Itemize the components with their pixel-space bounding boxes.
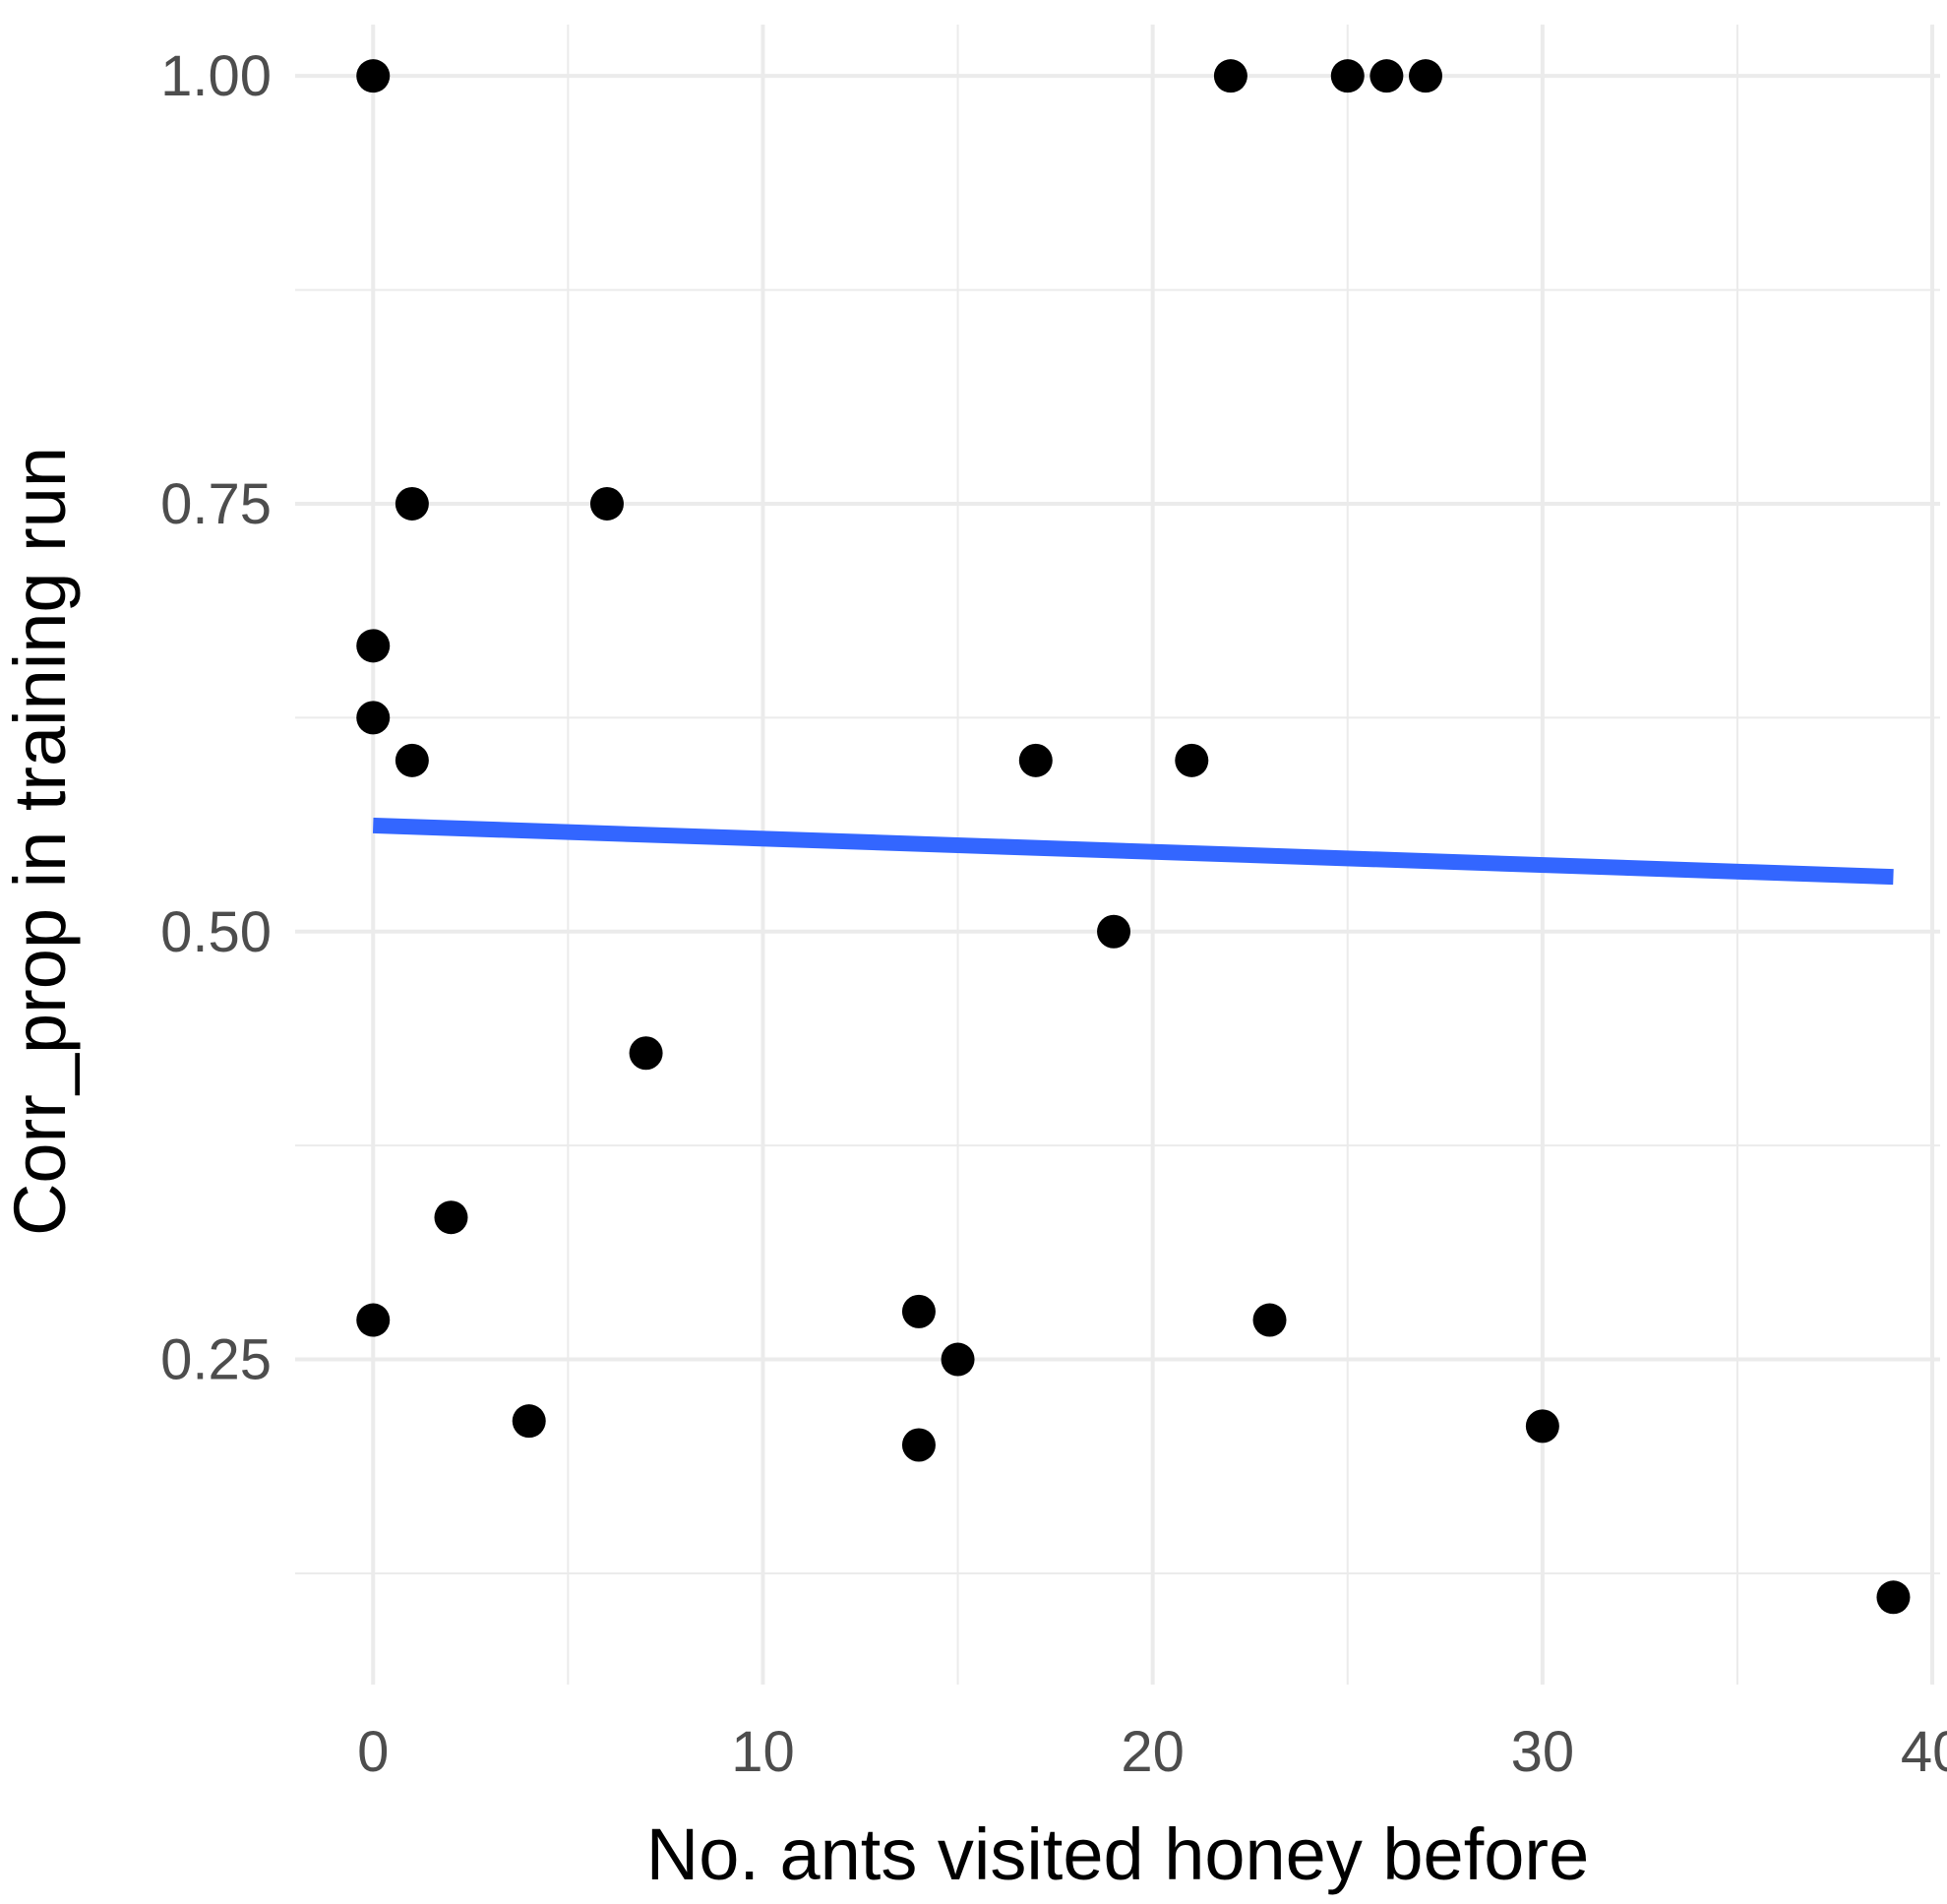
data-point bbox=[1213, 59, 1247, 93]
data-point bbox=[395, 486, 429, 521]
data-point bbox=[1018, 743, 1053, 777]
data-point bbox=[356, 1303, 391, 1337]
data-point bbox=[1252, 1303, 1287, 1337]
x-tick-label: 30 bbox=[1511, 1720, 1575, 1784]
data-point bbox=[1525, 1409, 1559, 1443]
data-point bbox=[901, 1428, 936, 1462]
data-point bbox=[1097, 914, 1131, 949]
data-point bbox=[1330, 59, 1365, 93]
data-point bbox=[434, 1200, 468, 1235]
data-point bbox=[589, 486, 624, 521]
y-tick-label: 0.75 bbox=[160, 472, 272, 536]
data-point bbox=[629, 1036, 663, 1071]
data-point bbox=[941, 1342, 975, 1377]
data-point bbox=[1876, 1580, 1911, 1615]
trend-line bbox=[372, 817, 1894, 886]
y-tick-label: 0.50 bbox=[160, 900, 272, 964]
y-tick-label: 1.00 bbox=[160, 44, 272, 108]
x-tick-label: 40 bbox=[1901, 1720, 1947, 1784]
data-point bbox=[356, 701, 391, 735]
x-tick-label: 20 bbox=[1121, 1720, 1185, 1784]
data-point bbox=[1369, 59, 1404, 93]
x-tick-labels: 0 10 20 30 40 bbox=[357, 1720, 1947, 1784]
data-point bbox=[395, 743, 429, 777]
data-points bbox=[356, 59, 1911, 1615]
x-axis-title: No. ants visited honey before bbox=[646, 1813, 1589, 1895]
data-point bbox=[356, 59, 391, 93]
data-point bbox=[1175, 743, 1209, 777]
x-tick-label: 0 bbox=[357, 1720, 389, 1784]
data-point bbox=[901, 1294, 936, 1328]
y-tick-labels: 0.25 0.50 0.75 1.00 bbox=[160, 44, 272, 1391]
y-tick-label: 0.25 bbox=[160, 1328, 272, 1392]
y-axis-title: Corr_prop in training run bbox=[0, 447, 81, 1236]
grid-major bbox=[295, 25, 1940, 1685]
data-point bbox=[356, 629, 391, 663]
x-tick-label: 10 bbox=[731, 1720, 795, 1784]
data-point bbox=[512, 1404, 546, 1439]
trend-line-group bbox=[372, 817, 1894, 886]
data-point bbox=[1409, 59, 1443, 93]
